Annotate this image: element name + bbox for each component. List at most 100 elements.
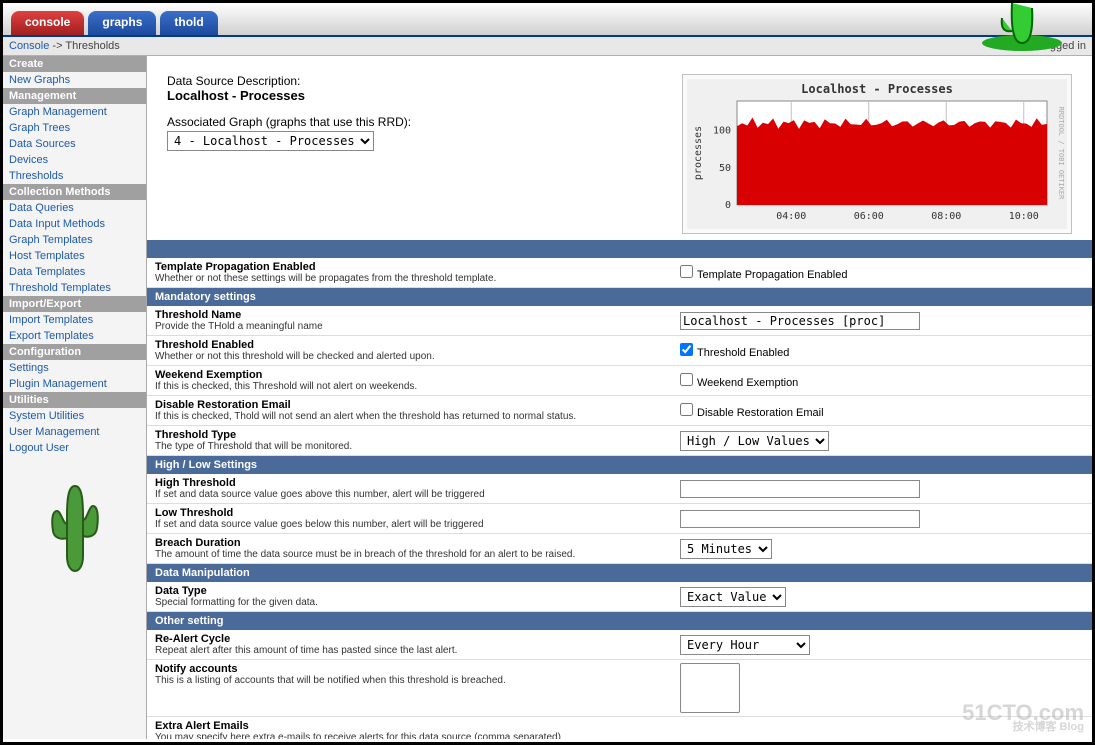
data-source-info: Data Source Description: Localhost - Pro… <box>167 74 662 234</box>
watermark: 51CTO.com 技术博客 Blog <box>962 703 1084 733</box>
sidebar-link-system-utilities[interactable]: System Utilities <box>3 408 146 424</box>
low-label: Low Threshold <box>155 507 664 519</box>
section-data-manip: Data Manipulation <box>147 564 1092 582</box>
sidebar-header-collection: Collection Methods <box>3 184 146 200</box>
svg-text:50: 50 <box>719 163 731 174</box>
extra-desc: You may specify here extra e-mails to re… <box>155 732 664 739</box>
thold-type-label: Threshold Type <box>155 429 664 441</box>
realert-label: Re-Alert Cycle <box>155 633 664 645</box>
section-highlow: High / Low Settings <box>147 456 1092 474</box>
thold-name-desc: Provide the THold a meaningful name <box>155 321 664 332</box>
high-desc: If set and data source value goes above … <box>155 489 664 500</box>
svg-text:10:00: 10:00 <box>1009 211 1039 222</box>
chart-container: 0 50 100 04:00 06:00 08:00 10:00 Localhost - Pr… <box>682 74 1072 234</box>
sidebar-link-data-queries[interactable]: Data Queries <box>3 200 146 216</box>
breadcrumb-sep: -> <box>49 40 65 52</box>
sidebar-link-settings[interactable]: Settings <box>3 360 146 376</box>
sidebar-link-data-sources[interactable]: Data Sources <box>3 136 146 152</box>
thold-name-label: Threshold Name <box>155 309 664 321</box>
thold-enabled-label: Threshold Enabled <box>155 339 664 351</box>
sidebar-header-configuration: Configuration <box>3 344 146 360</box>
data-type-desc: Special formatting for the given data. <box>155 597 664 608</box>
extra-label: Extra Alert Emails <box>155 720 664 732</box>
sidebar-link-data-templates[interactable]: Data Templates <box>3 264 146 280</box>
weekend-cb-label: Weekend Exemption <box>697 377 798 389</box>
restore-desc: If this is checked, Thold will not send … <box>155 411 664 422</box>
thold-type-select[interactable]: High / Low Values <box>680 431 829 451</box>
sidebar-link-thresholds[interactable]: Thresholds <box>3 168 146 184</box>
sidebar: Create New Graphs Management Graph Manag… <box>3 56 147 739</box>
tpl-prop-cb-label: Template Propagation Enabled <box>697 269 847 281</box>
processes-chart: 0 50 100 04:00 06:00 08:00 10:00 Localhost - Pr… <box>687 79 1067 229</box>
thold-enabled-cb-label: Threshold Enabled <box>697 347 789 359</box>
weekend-checkbox[interactable] <box>680 373 693 386</box>
svg-text:06:00: 06:00 <box>854 211 884 222</box>
sidebar-link-devices[interactable]: Devices <box>3 152 146 168</box>
breach-select[interactable]: 5 Minutes <box>680 539 772 559</box>
sidebar-link-plugin-management[interactable]: Plugin Management <box>3 376 146 392</box>
top-bar: console graphs thold <box>3 3 1092 37</box>
notify-label: Notify accounts <box>155 663 664 675</box>
section-other: Other setting <box>147 612 1092 630</box>
sidebar-link-new-graphs[interactable]: New Graphs <box>3 72 146 88</box>
svg-text:Localhost - Processes: Localhost - Processes <box>801 82 953 96</box>
tab-strip: console graphs thold <box>11 11 218 35</box>
ds-description-label: Data Source Description: <box>167 74 662 88</box>
realert-select[interactable]: Every Hour <box>680 635 810 655</box>
notify-desc: This is a listing of accounts that will … <box>155 675 664 686</box>
cacti-logo-icon <box>972 0 1072 53</box>
sidebar-link-graph-trees[interactable]: Graph Trees <box>3 120 146 136</box>
sidebar-link-graph-templates[interactable]: Graph Templates <box>3 232 146 248</box>
tab-graphs[interactable]: graphs <box>88 11 156 35</box>
tab-console[interactable]: console <box>11 11 84 35</box>
thold-name-input[interactable] <box>680 312 920 330</box>
sidebar-header-utilities: Utilities <box>3 392 146 408</box>
thold-enabled-desc: Whether or not this threshold will be ch… <box>155 351 664 362</box>
restore-label: Disable Restoration Email <box>155 399 664 411</box>
svg-text:processes: processes <box>693 126 704 180</box>
high-label: High Threshold <box>155 477 664 489</box>
high-input[interactable] <box>680 480 920 498</box>
breach-label: Breach Duration <box>155 537 664 549</box>
data-type-select[interactable]: Exact Value <box>680 587 786 607</box>
breach-desc: The amount of time the data source must … <box>155 549 664 560</box>
sidebar-link-threshold-templates[interactable]: Threshold Templates <box>3 280 146 296</box>
associated-graph-label: Associated Graph (graphs that use this R… <box>167 115 662 129</box>
breadcrumb-page: Thresholds <box>65 40 119 52</box>
associated-graph-select[interactable]: 4 - Localhost - Processes <box>167 131 374 151</box>
tpl-prop-name: Template Propagation Enabled <box>155 261 664 273</box>
sidebar-link-host-templates[interactable]: Host Templates <box>3 248 146 264</box>
breadcrumb-console-link[interactable]: Console <box>9 40 49 52</box>
section-mandatory: Mandatory settings <box>147 288 1092 306</box>
sidebar-header-create: Create <box>3 56 146 72</box>
thold-enabled-checkbox[interactable] <box>680 343 693 356</box>
sidebar-link-data-input[interactable]: Data Input Methods <box>3 216 146 232</box>
content-area: Data Source Description: Localhost - Pro… <box>147 56 1092 739</box>
weekend-desc: If this is checked, this Threshold will … <box>155 381 664 392</box>
ds-title: Localhost - Processes <box>167 88 662 103</box>
low-input[interactable] <box>680 510 920 528</box>
sidebar-link-import-templates[interactable]: Import Templates <box>3 312 146 328</box>
settings-form: Template Propagation EnabledWhether or n… <box>147 240 1092 739</box>
restore-checkbox[interactable] <box>680 403 693 416</box>
svg-text:100: 100 <box>713 126 731 137</box>
low-desc: If set and data source value goes below … <box>155 519 664 530</box>
sidebar-link-logout[interactable]: Logout User <box>3 440 146 456</box>
realert-desc: Repeat alert after this amount of time h… <box>155 645 664 656</box>
sidebar-link-user-management[interactable]: User Management <box>3 424 146 440</box>
sidebar-link-export-templates[interactable]: Export Templates <box>3 328 146 344</box>
svg-text:0: 0 <box>725 200 731 211</box>
notify-select[interactable] <box>680 663 740 713</box>
tpl-prop-checkbox[interactable] <box>680 265 693 278</box>
data-type-label: Data Type <box>155 585 664 597</box>
sidebar-header-management: Management <box>3 88 146 104</box>
tpl-prop-desc: Whether or not these settings will be pr… <box>155 273 664 284</box>
breadcrumb: Console -> Thresholds Logged in <box>3 37 1092 56</box>
tab-thold[interactable]: thold <box>160 11 217 35</box>
svg-text:08:00: 08:00 <box>931 211 961 222</box>
sidebar-link-graph-management[interactable]: Graph Management <box>3 104 146 120</box>
svg-text:04:00: 04:00 <box>776 211 806 222</box>
section-header-blank <box>147 240 1092 258</box>
sidebar-header-import-export: Import/Export <box>3 296 146 312</box>
restore-cb-label: Disable Restoration Email <box>697 407 824 419</box>
